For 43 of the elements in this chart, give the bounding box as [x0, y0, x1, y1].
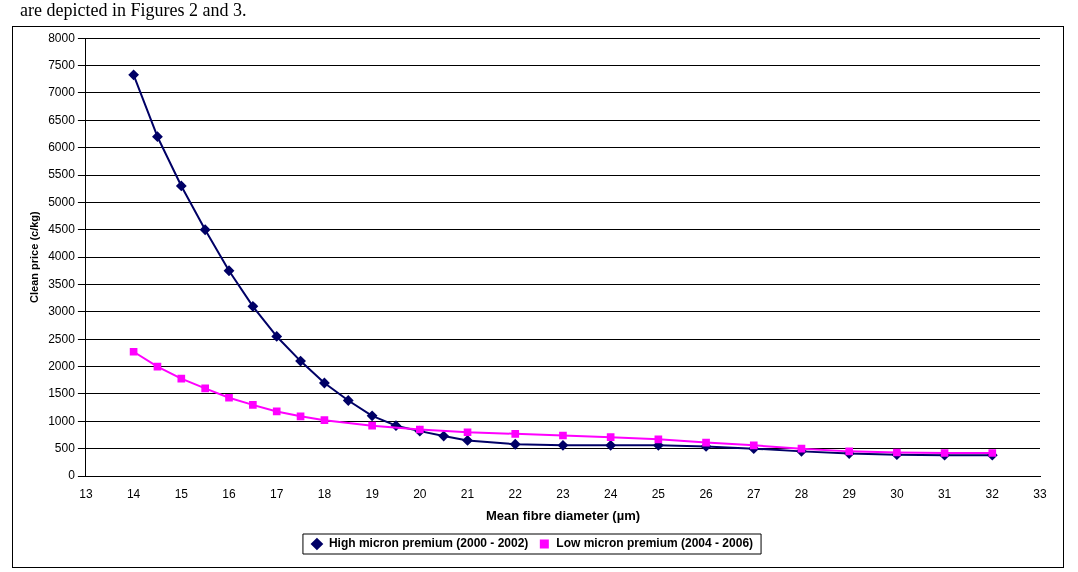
y-tick-label: 6500 [48, 112, 76, 127]
y-tick-label: 500 [54, 440, 76, 455]
x-tick-label: 16 [222, 486, 237, 501]
y-tick-label: 2500 [48, 331, 76, 346]
y-tick-label: 6000 [48, 139, 76, 154]
y-tick-label: 8000 [48, 30, 76, 45]
x-tick-label: 28 [794, 486, 809, 501]
y-tick-label: 0 [68, 468, 76, 483]
y-tick-label: 4000 [48, 249, 76, 264]
x-tick-label: 27 [747, 486, 761, 501]
y-tick-label: 5500 [48, 167, 76, 182]
y-tick-label: 2000 [48, 358, 76, 373]
x-tick-label: 18 [317, 486, 332, 501]
y-tick-label: 7000 [48, 85, 76, 100]
x-tick-label: 26 [699, 486, 714, 501]
legend-label: High micron premium (2000 - 2002) [328, 536, 529, 551]
text: are depicted in Figures 2 and 3. [20, 0, 247, 21]
x-tick-label: 21 [460, 486, 475, 501]
x-tick-label: 14 [126, 486, 141, 501]
y-tick-label: 1500 [48, 386, 76, 401]
x-tick-label: 23 [556, 486, 570, 501]
y-tick-label: 3500 [48, 276, 76, 291]
x-axis-title: Mean fibre diameter (µm) [485, 507, 641, 523]
y-axis-title: Clean price (c/kg) [27, 210, 40, 303]
x-tick-label: 32 [985, 486, 1000, 501]
y-tick-label: 7500 [48, 57, 76, 72]
y-tick-label: 5000 [48, 194, 76, 209]
x-tick-label: 24 [603, 486, 618, 501]
y-tick-label: 1000 [48, 413, 76, 428]
x-tick-label: 33 [1033, 486, 1047, 501]
x-tick-label: 15 [174, 486, 189, 501]
x-tick-label: 22 [508, 486, 523, 501]
x-tick-label: 20 [413, 486, 427, 501]
x-tick-label: 29 [842, 486, 857, 501]
x-tick-label: 25 [651, 486, 666, 501]
y-tick-label: 3000 [48, 304, 76, 319]
y-tick-label: 4500 [48, 222, 76, 237]
x-tick-label: 13 [79, 486, 93, 501]
x-tick-label: 17 [270, 486, 284, 501]
x-tick-label: 31 [937, 486, 952, 501]
x-tick-label: 19 [365, 486, 380, 501]
legend-label: Low micron premium (2004 - 2006) [556, 536, 754, 551]
x-tick-label: 30 [890, 486, 904, 501]
